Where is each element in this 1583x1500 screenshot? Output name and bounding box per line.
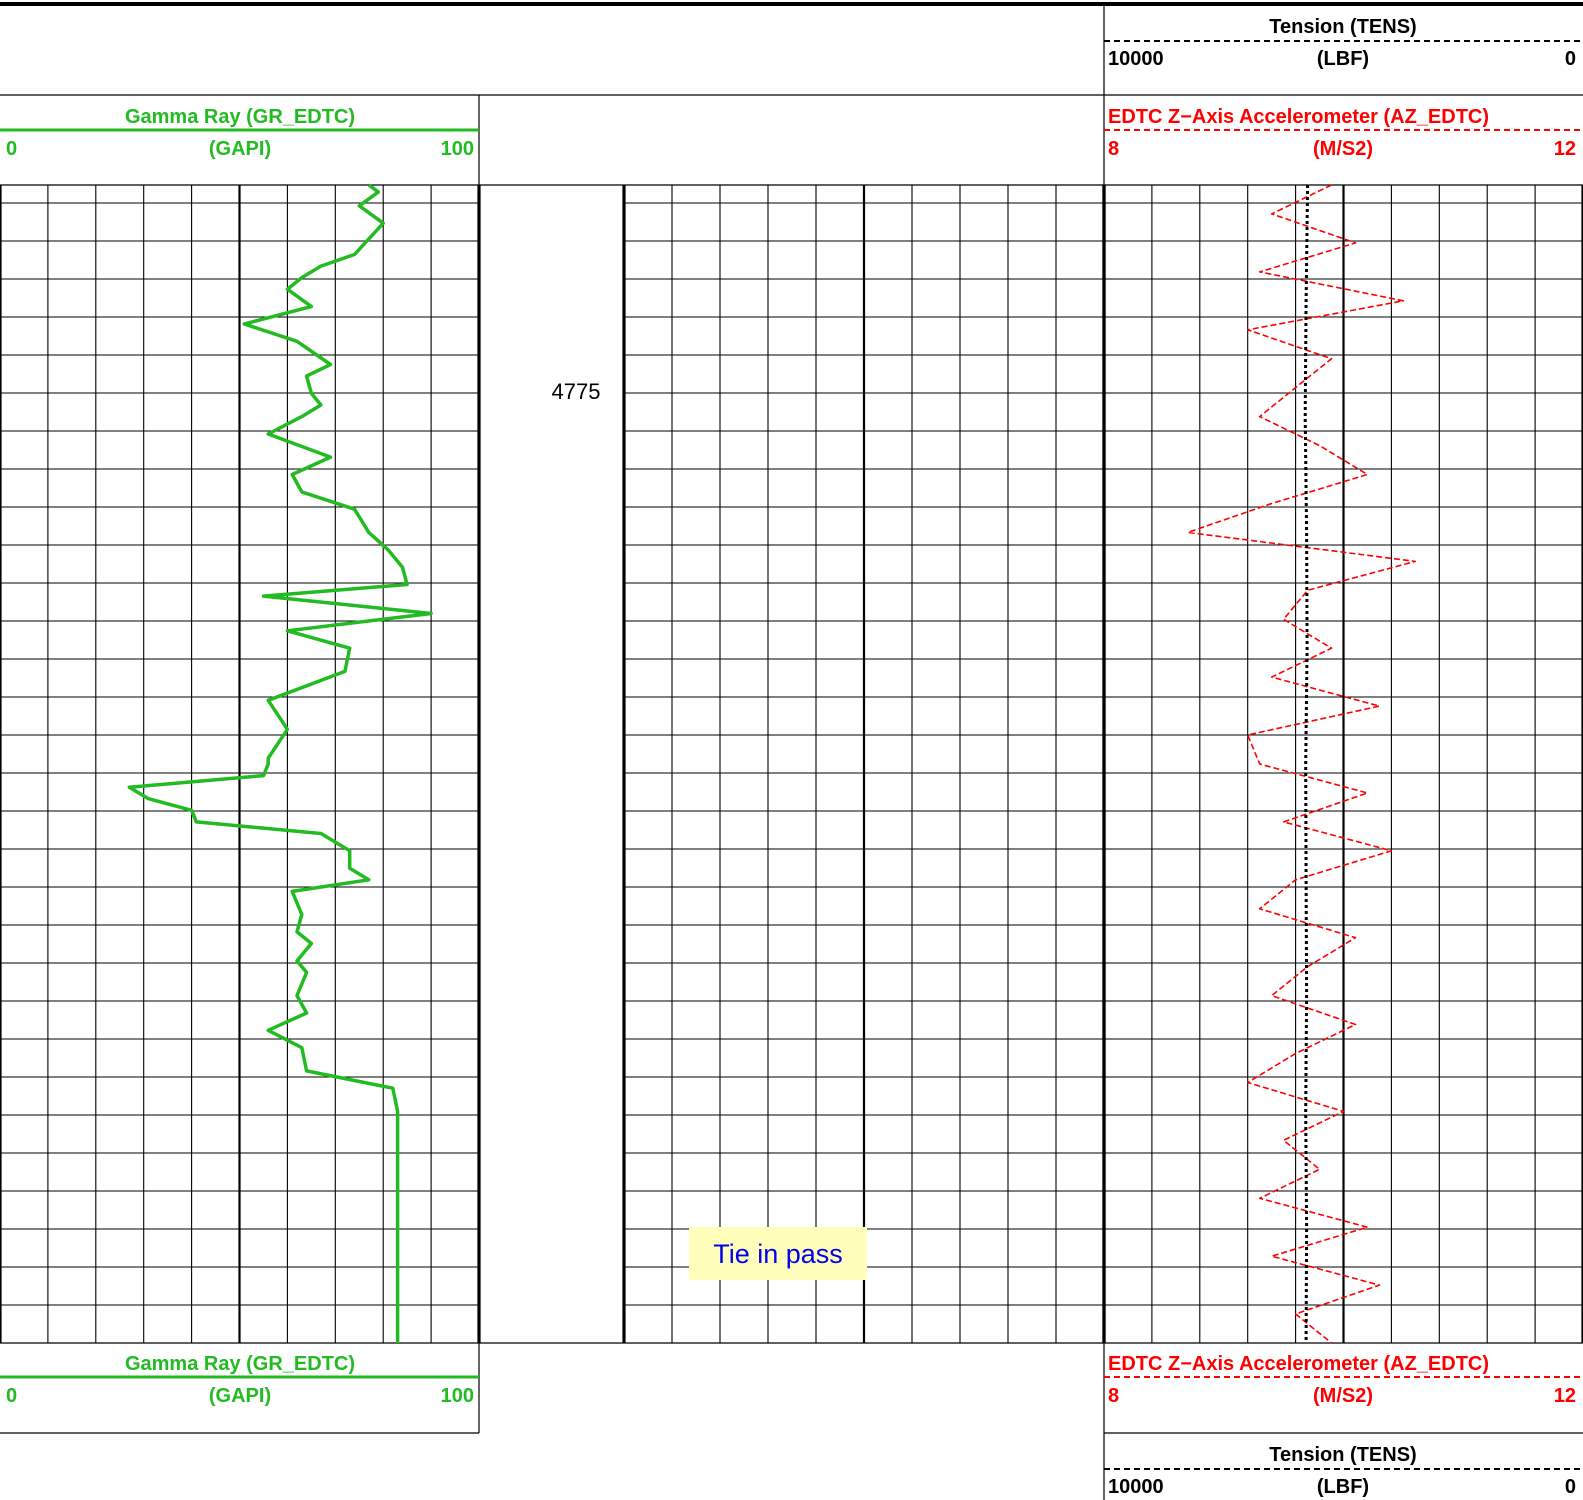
header-frames <box>0 4 1583 1500</box>
tension-left-scale-bottom: 10000 <box>1108 1476 1164 1498</box>
accelerometer-curve <box>1187 184 1417 1344</box>
tension-header-bottom: Tension (TENS) 10000 (LBF) 0 <box>1104 1444 1583 1498</box>
accel-right-scale-bottom: 12 <box>1554 1385 1576 1407</box>
tension-curve <box>1303 184 1310 1344</box>
gamma-header-bottom: Gamma Ray (GR_EDTC) 0 (GAPI) 100 <box>0 1353 479 1407</box>
accel-header-top: EDTC Z−Axis Accelerometer (AZ_EDTC) 8 (M… <box>1104 106 1583 160</box>
gamma-unit: (GAPI) <box>209 138 271 160</box>
gamma-right-scale-bottom: 100 <box>441 1385 474 1407</box>
tension-right-scale-bottom: 0 <box>1565 1476 1576 1498</box>
annotation-background <box>689 1227 867 1280</box>
gamma-title: Gamma Ray (GR_EDTC) <box>125 106 355 128</box>
tension-header-top: Tension (TENS) 10000 (LBF) 0 <box>1104 16 1583 70</box>
tension-left-scale: 10000 <box>1108 48 1164 70</box>
gamma-right-scale: 100 <box>441 138 474 160</box>
tension-title-bottom: Tension (TENS) <box>1269 1444 1416 1466</box>
accel-right-scale: 12 <box>1554 138 1576 160</box>
depth-label: 4775 <box>552 379 601 404</box>
accel-unit-bottom: (M/S2) <box>1313 1385 1373 1407</box>
tension-right-scale: 0 <box>1565 48 1576 70</box>
accel-title: EDTC Z−Axis Accelerometer (AZ_EDTC) <box>1108 106 1489 128</box>
accel-header-bottom: EDTC Z−Axis Accelerometer (AZ_EDTC) 8 (M… <box>1104 1353 1583 1407</box>
gamma-title-bottom: Gamma Ray (GR_EDTC) <box>125 1353 355 1375</box>
gamma-header-top: Gamma Ray (GR_EDTC) 0 (GAPI) 100 <box>0 106 479 160</box>
accel-unit: (M/S2) <box>1313 138 1373 160</box>
accel-title-bottom: EDTC Z−Axis Accelerometer (AZ_EDTC) <box>1108 1353 1489 1375</box>
gamma-ray-curve <box>127 183 433 1343</box>
gamma-left-scale: 0 <box>6 138 17 160</box>
grid <box>0 184 1583 1344</box>
curves <box>127 183 1417 1344</box>
tension-unit: (LBF) <box>1317 48 1369 70</box>
tension-unit-bottom: (LBF) <box>1317 1476 1369 1498</box>
gamma-unit-bottom: (GAPI) <box>209 1385 271 1407</box>
accel-left-scale-bottom: 8 <box>1108 1385 1119 1407</box>
annotation-text: Tie in pass <box>713 1239 843 1269</box>
annotation-box: Tie in pass <box>689 1227 867 1280</box>
gamma-left-scale-bottom: 0 <box>6 1385 17 1407</box>
accel-left-scale: 8 <box>1108 138 1119 160</box>
tension-title: Tension (TENS) <box>1269 16 1416 38</box>
